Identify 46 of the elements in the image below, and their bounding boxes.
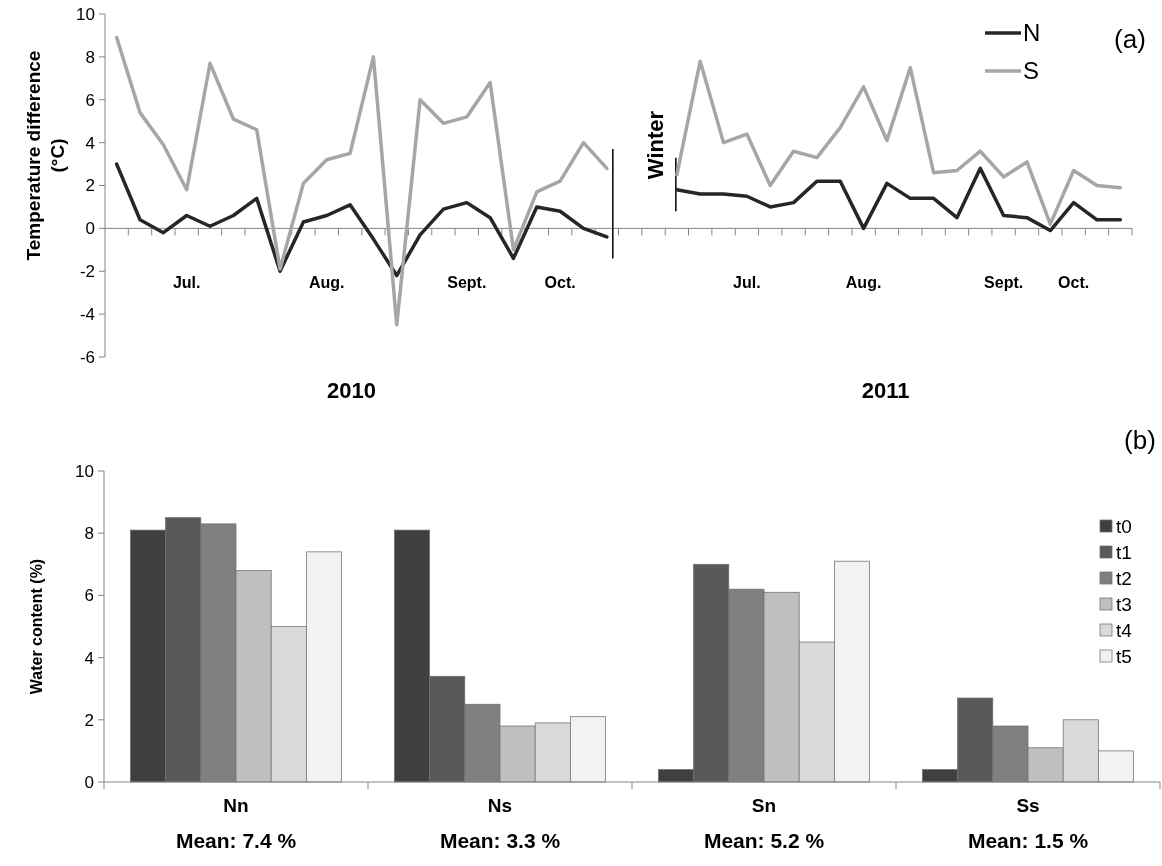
- y-tick-label: 8: [85, 47, 95, 67]
- y-tick-label: -6: [79, 347, 95, 367]
- y-tick-label: 10: [75, 461, 94, 481]
- x-tick-label: Ns: [487, 795, 513, 816]
- text: Mean: 5.2 %: [703, 829, 825, 852]
- y-tick-label: 0: [84, 772, 94, 792]
- y-axis-title: Temperature difference (°C): [23, 50, 68, 261]
- y-tick-label: -4: [79, 305, 95, 325]
- y-tick-label: 6: [85, 90, 95, 110]
- y-tick-label: 2: [85, 176, 95, 196]
- text: Mean: 7.4 %: [175, 829, 297, 852]
- annotation: Winter: [642, 110, 668, 180]
- y-tick-label: 8: [84, 524, 94, 544]
- x-tick-label: Sept.: [447, 274, 487, 292]
- legend-label: t4: [1116, 619, 1133, 641]
- x-tick-label: Aug.: [845, 274, 882, 292]
- legend-label: t1: [1116, 541, 1132, 563]
- text: Mean: 3.3 %: [439, 829, 561, 852]
- x-tick-label: Sn: [751, 795, 777, 816]
- x-tick-label: Oct.: [1058, 274, 1090, 292]
- y-tick-label: -2: [79, 262, 95, 282]
- y-tick-label: 0: [85, 219, 95, 239]
- x-tick-label: Oct.: [544, 274, 576, 292]
- legend-label: t0: [1116, 515, 1132, 537]
- y-tick-label: 2: [84, 710, 94, 730]
- text: 2011: [861, 378, 910, 403]
- y-tick-label: 10: [76, 4, 95, 24]
- text: Mean: 1.5 %: [967, 829, 1089, 852]
- y-tick-label: 4: [85, 133, 95, 153]
- legend-label: t3: [1116, 593, 1132, 615]
- x-tick-label: Jul.: [733, 274, 761, 292]
- legend-label: t5: [1116, 645, 1132, 667]
- x-tick-label: Sept.: [984, 274, 1024, 292]
- x-tick-label: Ss: [1016, 795, 1040, 816]
- legend-label: t2: [1116, 567, 1132, 589]
- legend-label: S: [1023, 57, 1040, 85]
- text: 2010: [327, 378, 376, 403]
- text: (b): [1124, 425, 1156, 455]
- y-tick-label: 4: [84, 648, 94, 668]
- y-axis-title: Water content (%): [28, 558, 45, 695]
- y-tick-label: 6: [84, 586, 94, 606]
- legend-label: N: [1023, 19, 1041, 47]
- x-tick-label: Jul.: [172, 274, 201, 292]
- annotation: (a): [1114, 24, 1146, 54]
- x-tick-label: Nn: [223, 795, 249, 816]
- x-tick-label: Aug.: [308, 274, 345, 292]
